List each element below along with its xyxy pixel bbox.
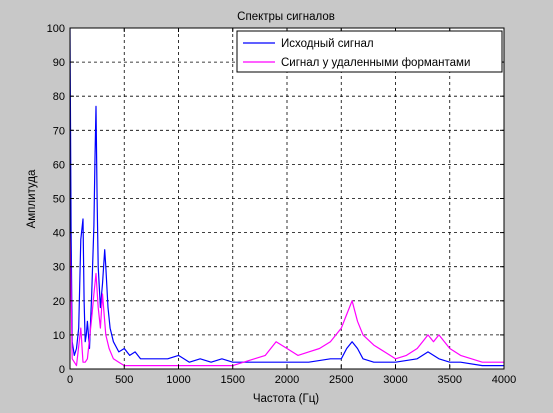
x-tick-label: 0	[67, 374, 73, 386]
x-tick-label: 2500	[329, 374, 353, 386]
x-tick-label: 3000	[383, 374, 407, 386]
y-tick-label: 30	[53, 262, 65, 274]
x-tick-label: 2000	[275, 374, 299, 386]
x-tick-label: 1500	[221, 374, 245, 386]
y-tick-label: 90	[53, 57, 65, 69]
y-tick-label: 100	[47, 23, 65, 35]
y-tick-label: 20	[53, 296, 65, 308]
x-tick-label: 1000	[166, 374, 190, 386]
legend-box	[236, 30, 503, 73]
y-tick-label: 40	[53, 228, 65, 240]
y-tick-label: 60	[53, 159, 65, 171]
x-tick-label: 500	[115, 374, 133, 386]
series-line-original	[70, 28, 504, 367]
series-line-filtered	[70, 232, 504, 367]
y-axis-label: Амплитуда	[26, 169, 38, 228]
legend: Исходный сигнал Сигнал у удаленными форма…	[236, 30, 503, 73]
y-tick-label: 70	[53, 125, 65, 137]
x-axis-label: Частота (Гц)	[253, 393, 319, 405]
x-tick-label: 4000	[492, 374, 516, 386]
ticks: 0 500 1000 1500 2000 2500 3000 3500 4000 0 10 20 30 4…	[47, 23, 517, 386]
legend-entry-label: Сигнал у удаленными формантами	[281, 57, 470, 69]
y-tick-label: 10	[53, 330, 65, 342]
chart-title: Спектры сигналов	[237, 11, 335, 23]
x-tick-label: 3500	[438, 374, 462, 386]
legend-entry-label: Исходный сигнал	[281, 38, 374, 50]
y-tick-label: 80	[53, 91, 65, 103]
series-layer	[70, 28, 504, 367]
y-tick-label: 0	[59, 364, 65, 376]
y-tick-label: 50	[53, 194, 65, 206]
